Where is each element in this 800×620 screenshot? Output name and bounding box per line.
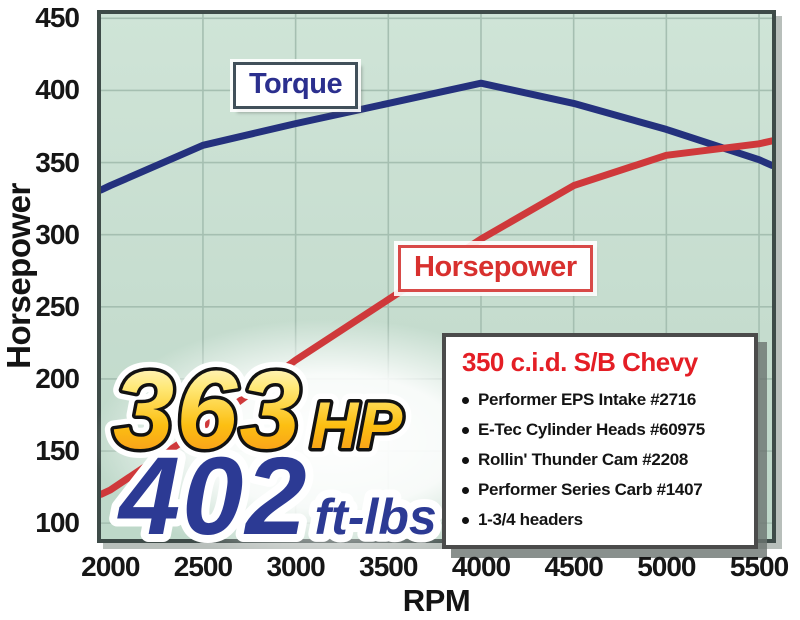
x-tick-label: 2500 [173,551,233,582]
x-tick-label: 2000 [81,551,140,582]
spec-item-text: E-Tec Cylinder Heads #60975 [478,420,705,439]
bullet-dot-icon [462,486,469,494]
x-tick-label: 5000 [637,551,696,582]
spec-item: Performer Series Carb #1407 [460,475,742,505]
horsepower-curve-label: Horsepower [398,245,593,292]
spec-list: Performer EPS Intake #2716 E-Tec Cylinder… [460,385,742,535]
x-tick-label: 5500 [729,551,789,582]
y-tick-label: 250 [35,290,80,322]
bullet-dot-icon [462,456,469,464]
spec-item: 1-3/4 headers [460,505,742,535]
x-axis-title: RPM [402,583,471,618]
y-tick-label: 150 [35,435,80,467]
y-axis-ticks: 100 150 200 250 300 350 400 450 [0,2,88,539]
bullet-dot-icon [462,396,469,404]
bullet-dot-icon [462,426,469,434]
x-tick-label: 4500 [544,551,604,582]
torque-curve [101,79,772,194]
torque-curve-label-text: Torque [249,68,343,100]
y-tick-label: 400 [35,74,80,106]
spec-item: E-Tec Cylinder Heads #60975 [460,415,742,445]
y-tick-label: 350 [35,146,80,178]
horsepower-curve-label-text: Horsepower [414,251,577,283]
y-tick-label: 300 [35,218,80,250]
spec-box: 350 c.i.d. S/B Chevy Performer EPS Intak… [442,333,758,549]
peak-values: 363 HP 402 ft-lbs 363 HP 402 ft-lbs [104,340,445,566]
y-tick-label: 200 [35,362,80,394]
x-tick-label: 3000 [266,551,325,582]
x-tick-label: 3500 [359,551,418,582]
spec-item: Rollin' Thunder Cam #2208 [460,445,742,475]
x-tick-label: 4000 [451,551,511,582]
torque-curve-label: Torque [233,62,359,109]
peak-tq-halo: 402 ft-lbs [117,435,437,558]
spec-item-text: Performer EPS Intake #2716 [478,390,697,409]
peak-tq-text: 402 ft-lbs [117,435,437,558]
peak-hp-text: 363 HP [113,349,403,472]
bullet-dot-icon [462,516,469,524]
y-tick-label: 100 [35,507,80,539]
peak-hp-halo: 363 HP [113,349,403,472]
spec-box-title: 350 c.i.d. S/B Chevy [462,347,698,377]
spec-item-text: Rollin' Thunder Cam #2208 [478,450,689,469]
plot-area: Torque Horsepower 363 HP 402 ft-lbs 363 HP … [93,10,776,566]
spec-item-text: Performer Series Carb #1407 [478,480,703,499]
spec-item: Performer EPS Intake #2716 [460,385,742,415]
spec-item-text: 1-3/4 headers [478,510,583,529]
y-tick-label: 450 [35,2,80,34]
x-axis-ticks: 2000 2500 3000 3500 4000 4500 5000 5500 [81,551,789,585]
